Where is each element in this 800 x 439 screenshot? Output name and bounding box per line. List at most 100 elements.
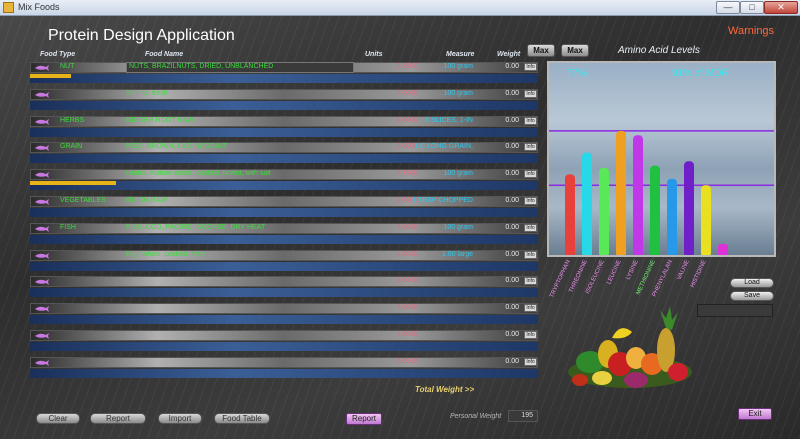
info-button[interactable]: Info [524,277,537,286]
food-name[interactable]: Lentils, mature seeds, cooked, boiled, w… [126,170,271,178]
food-name[interactable] [126,277,354,286]
row-level-track [30,127,538,137]
food-name[interactable]: ONION,RAW [126,197,167,204]
column-food-name: Food Name [145,51,184,58]
food-type[interactable]: VEGETABLES [60,197,106,204]
food-name[interactable]: GINGER ROOT RAW [126,116,194,124]
info-button[interactable]: Info [524,89,537,98]
exit-button[interactable]: Exit [738,408,772,420]
max-button-2[interactable]: Max [561,44,589,57]
amino-label: LYSINE [626,259,640,280]
food-row[interactable]: Lentils, mature seeds, cooked, boiled, w… [30,169,538,191]
column-food-type: Food Type [40,51,76,58]
food-name[interactable]: FISH, COD, PACIFIC, COOKED, DRY HEAT [126,223,266,231]
food-units[interactable]: 0.0000 [396,357,418,365]
fish-icon [35,252,49,259]
food-units[interactable]: 0.0000 [396,331,418,338]
max-button-1[interactable]: Max [527,44,555,57]
minimize-button[interactable]: — [716,1,740,14]
food-units[interactable]: 0.0000 [396,277,418,285]
food-row[interactable]: FISH FISH, COD, PACIFIC, COOKED, DRY HEAT… [30,222,538,244]
food-row[interactable]: VEGETABLES ONION,RAW 0.0000 1 TBSP CHOPPED 0… [30,196,538,217]
food-row[interactable]: Egg, whole, cooked, fried 0.0000 1.00 larg… [30,249,538,271]
file-name-box[interactable] [697,304,773,317]
food-type[interactable]: HERBS [60,116,85,124]
food-row[interactable]: 0.0000 0.00 Info [30,356,538,378]
info-button[interactable]: Info [524,223,537,232]
info-button[interactable]: Info [524,250,537,259]
row-level-track [30,261,538,271]
food-units[interactable]: 0.3500 [396,63,418,70]
food-name[interactable]: Egg, whole, cooked, fried [126,250,205,258]
warnings-link[interactable]: Warnings [728,25,775,37]
info-button[interactable]: Info [524,197,537,205]
food-measure[interactable]: 1.00 large [441,250,473,258]
close-button[interactable]: ✕ [764,1,798,14]
food-units[interactable]: 0.0000 [396,143,418,151]
food-row[interactable]: GRAIN RICE, BROWN, CKD, W/OSALT 0.0000 1 C … [30,142,538,164]
food-units[interactable]: 0.0000 [396,223,418,231]
info-button[interactable]: Info [524,304,537,313]
food-type[interactable]: GRAIN [60,143,83,151]
food-measure[interactable]: 5 SLICES, 1-IN [425,116,473,124]
personal-weight-input[interactable]: 195 [508,410,538,422]
row-level-track [30,181,538,191]
import-button[interactable]: Import [158,413,202,424]
info-button[interactable]: Info [524,170,537,179]
info-button[interactable]: Info [524,357,537,366]
food-row[interactable]: HERBS GINGER ROOT RAW 0.0000 5 SLICES, 1-IN… [30,115,538,137]
food-name[interactable] [126,331,354,340]
food-weight: 0.00 [505,197,519,204]
amino-label: TRYPTOPHAN [549,259,572,299]
food-row[interactable]: 0.0000 0.00 Info [30,276,538,298]
clear-button[interactable]: Clear [36,413,80,424]
row-level-track [30,342,538,351]
amino-label: LEUCINE [606,259,622,285]
column-measure: Measure [446,51,475,58]
food-name[interactable]: Shrimp, fresh [126,89,168,97]
maximize-button[interactable]: □ [740,1,764,14]
food-name[interactable] [126,304,354,313]
food-row[interactable]: NUT NUTS, BRAZILNUTS, DRIED, UNBLANCHED 0.… [30,62,538,83]
food-measure[interactable]: 100 gram [443,170,473,178]
food-type[interactable]: NUT [60,63,75,70]
info-button[interactable]: Info [524,116,537,125]
report-button-bottom[interactable]: Report [90,413,146,424]
food-row[interactable]: 0.0000 0.00 Info [30,330,538,351]
food-measure[interactable]: 1 C LONG GRAIN, [414,143,473,151]
food-row[interactable]: 0.0000 0.00 Info [30,303,538,325]
food-name[interactable] [126,358,354,367]
food-units[interactable]: 0.0000 [396,250,418,258]
food-type[interactable]: FISH [60,223,76,231]
fish-icon [35,333,49,339]
food-units[interactable]: 0.0000 [396,304,418,312]
food-weight: 0.00 [505,170,519,178]
food-units[interactable]: 0.7500 [396,170,418,178]
amino-bar-extra [718,243,728,255]
food-row[interactable]: Shrimp, fresh 0.0000 100 gram 0.00 Info [30,88,538,110]
info-button[interactable]: Info [524,143,537,152]
row-level-track [30,368,538,378]
row-bar [30,249,538,261]
info-button[interactable]: Info [524,63,537,71]
amino-chart-svg [549,130,774,255]
food-name[interactable]: RICE, BROWN, CKD, W/OSALT [126,143,227,151]
save-button[interactable]: Save [730,291,774,301]
report-button[interactable]: Report [346,413,382,425]
fish-icon [35,172,49,179]
food-measure[interactable]: 100 gram [443,223,473,231]
food-name[interactable]: NUTS, BRAZILNUTS, DRIED, UNBLANCHED [126,62,354,73]
food-units[interactable]: 0.0000 [396,89,418,97]
row-bar [30,115,538,127]
app-title: Protein Design Application [48,27,235,44]
food-units[interactable]: 0.0000 [396,197,418,204]
food-table-button[interactable]: Food Table [214,413,270,424]
food-measure[interactable]: 1 TBSP CHOPPED [412,197,473,204]
fish-icon [35,65,49,71]
food-measure[interactable]: 100 gram [443,63,473,70]
load-button[interactable]: Load [730,278,774,288]
info-button[interactable]: Info [524,331,537,339]
food-weight: 0.00 [505,331,519,338]
food-units[interactable]: 0.0000 [396,116,418,124]
food-measure[interactable]: 100 gram [443,89,473,97]
